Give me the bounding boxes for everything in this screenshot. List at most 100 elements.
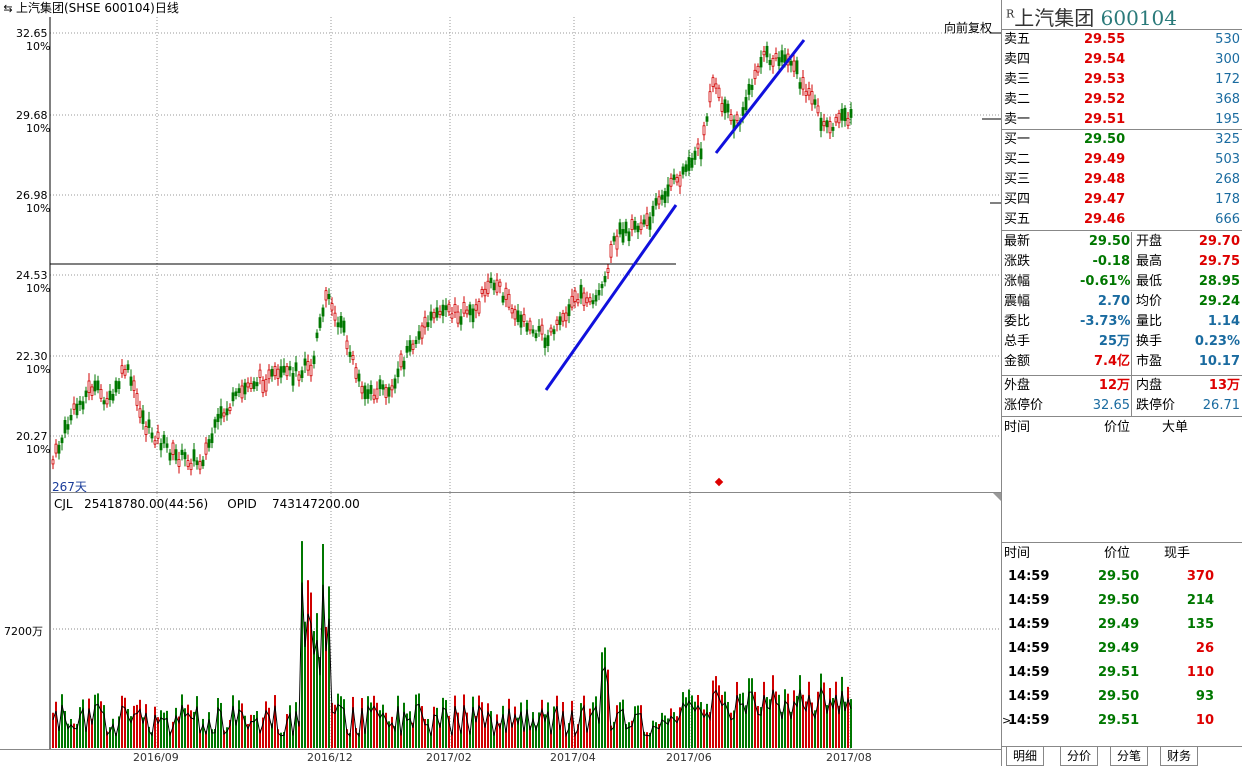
opid-value: 743147200.00 [271, 497, 360, 511]
bottom-tabs: 明细 分价 分笔 财务 [1002, 746, 1242, 767]
tab-1[interactable]: 分价 [1060, 747, 1099, 766]
buy-order-row[interactable]: 买四 29.47 178 [1002, 190, 1242, 210]
order-label: 买三 [1004, 172, 1031, 187]
trade-row: 14:59 29.51 110 [1008, 665, 1214, 680]
opid-label: OPID [227, 497, 257, 511]
order-volume: 325 [1215, 132, 1240, 147]
volume-axis-label: 7200万 [4, 625, 43, 638]
order-volume: 530 [1215, 32, 1240, 47]
order-label: 卖四 [1004, 52, 1031, 67]
order-price: 29.50 [1084, 132, 1126, 147]
stock-title: R上汽集团 600104 [1006, 2, 1177, 31]
indicator-name: CJL [54, 497, 73, 511]
volume-indicator-label: CJL 25418780.00(44:56) OPID 743147200.00 [54, 497, 360, 511]
price-tick-label: 20.27 [16, 430, 48, 443]
order-label: 卖三 [1004, 72, 1031, 87]
order-volume: 503 [1215, 152, 1240, 167]
sell-order-row[interactable]: 卖二 29.52 368 [1002, 90, 1242, 110]
quote-row: 涨幅 -0.61% 最低 28.95 [1004, 274, 1240, 289]
trade-row: 14:59 29.49 135 [1008, 617, 1214, 632]
day-count-label: 267天 [52, 480, 87, 494]
order-volume: 195 [1215, 112, 1240, 127]
date-tick-label: 2016/09 [133, 751, 179, 764]
tab-3[interactable]: 财务 [1160, 747, 1199, 766]
chart-title-bar: ⇆ 上汽集团(SHSE 600104)日线 [0, 0, 1001, 17]
percent-tick-label: 10% [26, 40, 51, 53]
indicator-value: 25418780.00(44:56) [84, 497, 209, 511]
order-label: 卖二 [1004, 92, 1031, 107]
order-label: 买五 [1004, 212, 1031, 227]
buy-order-row[interactable]: 买三 29.48 268 [1002, 170, 1242, 190]
order-volume: 268 [1215, 172, 1240, 187]
order-price: 29.49 [1084, 152, 1126, 167]
trades-header: 时间 价位 现手 [1004, 546, 1191, 561]
price-tick-label: 26.98 [16, 189, 48, 202]
quote-row: 最新 29.50 开盘 29.70 [1004, 234, 1240, 249]
price-tick-label: 22.30 [16, 350, 48, 363]
price-tick-label: 32.65 [16, 27, 48, 40]
date-tick-label: 2016/12 [307, 751, 353, 764]
order-price: 29.55 [1084, 32, 1126, 47]
price-tick-label: 24.53 [16, 269, 48, 282]
order-price: 29.53 [1084, 72, 1126, 87]
sell-order-row[interactable]: 卖五 29.55 530 [1002, 30, 1242, 50]
price-gridlines [50, 32, 1001, 437]
trade-row: 14:59 29.51 10 [1008, 713, 1214, 728]
signal-marker [714, 477, 724, 487]
flow-row: 外盘 12万 内盘 13万 [1004, 378, 1240, 393]
quote-row: 总手 25万 换手 0.23% [1004, 334, 1240, 349]
tab-0[interactable]: 明细 [1006, 747, 1045, 766]
volume-chart[interactable] [0, 493, 1001, 749]
date-tick-label: 2017/04 [550, 751, 596, 764]
order-label: 卖五 [1004, 32, 1031, 47]
trade-cursor-icon: > [1002, 714, 1012, 727]
volume-bars [52, 541, 852, 748]
order-volume: 666 [1215, 212, 1240, 227]
order-price: 29.51 [1084, 112, 1126, 127]
percent-tick-label: 10% [26, 122, 51, 135]
date-axis: 2016/09 2016/12 2017/02 2017/04 2017/06 2017/… [0, 749, 1001, 766]
price-tick-label: 29.68 [16, 109, 48, 122]
buy-order-row[interactable]: 买五 29.46 666 [1002, 210, 1242, 230]
date-tick-label: 2017/08 [826, 751, 872, 764]
quote-panel: R上汽集团 600104 卖五 29.55 530 卖四 29.54 300 卖三 29.53… [1001, 0, 1243, 766]
trade-row: 14:59 29.50 214 [1008, 593, 1214, 608]
quote-row: 涨跌 -0.18 最高 29.75 [1004, 254, 1240, 269]
stock-flag: R [1006, 7, 1015, 21]
stock-name: 上汽集团 [1014, 6, 1095, 30]
percent-tick-label: 10% [26, 282, 51, 295]
adjust-mode-button[interactable]: 向前复权 [944, 21, 993, 35]
percent-tick-label: 10% [26, 363, 51, 376]
percent-tick-label: 10% [26, 443, 51, 456]
quote-row: 委比 -3.73% 量比 1.14 [1004, 314, 1240, 329]
candlestick-chart[interactable] [0, 17, 1001, 493]
tab-2[interactable]: 分笔 [1110, 747, 1149, 766]
candles [51, 41, 853, 476]
date-gridlines [156, 17, 851, 493]
order-price: 29.48 [1084, 172, 1126, 187]
order-price: 29.47 [1084, 192, 1126, 207]
order-volume: 368 [1215, 92, 1240, 107]
quote-row: 金额 7.4亿 市盈 10.17 [1004, 354, 1240, 369]
date-tick-label: 2017/02 [426, 751, 472, 764]
order-volume: 300 [1215, 52, 1240, 67]
order-label: 买一 [1004, 132, 1031, 147]
order-volume: 172 [1215, 72, 1240, 87]
date-tick-label: 2017/06 [666, 751, 712, 764]
trade-row: 14:59 29.50 93 [1008, 689, 1214, 704]
buy-order-row[interactable]: 买二 29.49 503 [1002, 150, 1242, 170]
swap-icon[interactable]: ⇆ [3, 2, 13, 15]
order-label: 卖一 [1004, 112, 1031, 127]
volume-ma-line [52, 582, 852, 738]
sell-order-row[interactable]: 卖一 29.51 195 [1002, 110, 1242, 130]
upper-trend-line [714, 39, 806, 154]
flow-row: 涨停价 32.65 跌停价 26.71 [1004, 398, 1240, 413]
quote-row: 震幅 2.70 均价 29.24 [1004, 294, 1240, 309]
percent-tick-label: 10% [26, 202, 51, 215]
sell-order-row[interactable]: 卖四 29.54 300 [1002, 50, 1242, 70]
uptrend-line [544, 204, 678, 391]
order-price: 29.54 [1084, 52, 1126, 67]
order-price: 29.46 [1084, 212, 1126, 227]
buy-order-row[interactable]: 买一 29.50 325 [1002, 130, 1242, 150]
sell-order-row[interactable]: 卖三 29.53 172 [1002, 70, 1242, 90]
